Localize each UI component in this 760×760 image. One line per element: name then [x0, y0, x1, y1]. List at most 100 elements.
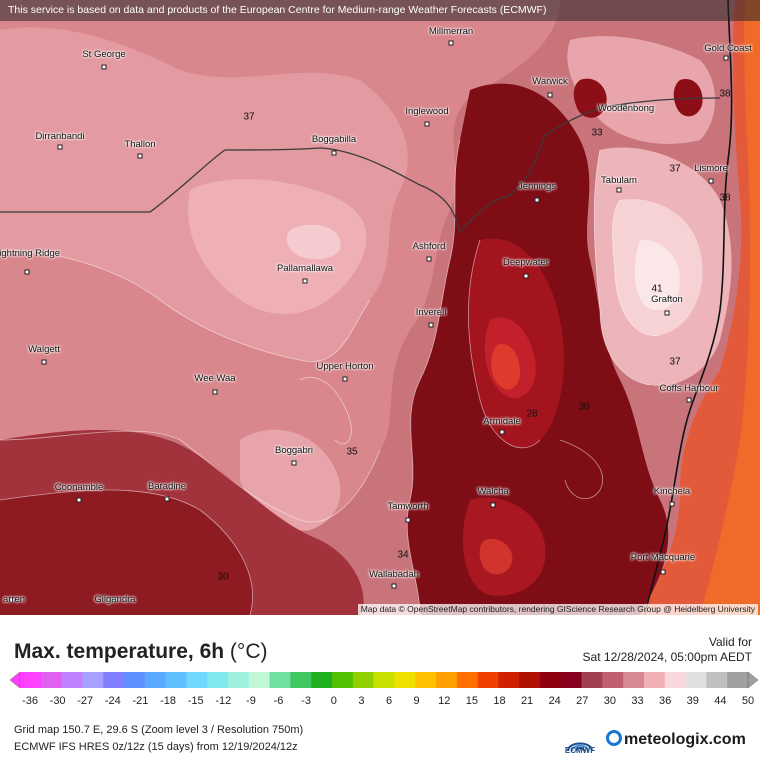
weather-map[interactable]: Millmerran St George Gold Coast Warwick Wood…	[0, 0, 760, 615]
legend-swatch	[415, 672, 437, 688]
place-marker[interactable]	[669, 501, 675, 507]
place-marker[interactable]	[24, 269, 30, 275]
legend-tick: 36	[659, 695, 672, 707]
legend-ticks: -36 -30 -27 -24 -21 -18 -15 -12 -9 -6 -3 0 3 6 9 12 15 18…	[0, 695, 760, 709]
place-label: Millmerran	[428, 26, 474, 37]
place-marker[interactable]	[686, 397, 692, 403]
place-label: Wee Waa	[194, 373, 236, 384]
place-label: Grafton	[651, 294, 683, 305]
place-marker[interactable]	[331, 150, 337, 156]
legend-tick: 12	[438, 695, 451, 707]
legend-min-arrow	[10, 671, 21, 689]
legend-swatch	[207, 672, 229, 688]
contour-label: 35	[346, 446, 358, 458]
place-marker[interactable]	[708, 178, 714, 184]
place-marker[interactable]	[391, 583, 397, 589]
place-label: Jennings	[517, 181, 557, 192]
place-label: Kinchela	[653, 486, 691, 497]
place-label: Walcha	[477, 486, 509, 497]
model-info: ECMWF IFS HRES 0z/12z (15 days) from 12/…	[14, 741, 298, 753]
place-label: Upper Horton	[316, 361, 374, 372]
legend-tick: 6	[385, 695, 393, 707]
place-marker[interactable]	[490, 502, 496, 508]
legend-tick: -30	[49, 695, 66, 707]
place-marker[interactable]	[302, 278, 308, 284]
map-attribution[interactable]: Map data © OpenStreetMap contributors, r…	[357, 604, 758, 615]
place-label: Armidale	[483, 416, 521, 427]
ecmwf-notice: This service is based on data and produc…	[0, 0, 760, 21]
place-marker[interactable]	[137, 153, 143, 159]
contour-label: 41	[651, 283, 663, 295]
contour-label: 37	[669, 163, 681, 175]
place-marker[interactable]	[426, 256, 432, 262]
contour-label: 38	[719, 192, 731, 204]
place-marker[interactable]	[41, 359, 47, 365]
place-marker[interactable]	[660, 569, 666, 575]
legend-tick: -24	[104, 695, 121, 707]
legend-tick: 18	[493, 695, 506, 707]
ecmwf-logo-text: ECMWF	[564, 746, 596, 755]
grid-info: Grid map 150.7 E, 29.6 S (Zoom level 3 /…	[14, 724, 304, 736]
legend-swatch	[103, 672, 125, 688]
legend-swatch	[332, 672, 354, 688]
place-marker[interactable]	[448, 40, 454, 46]
legend-swatch	[519, 672, 541, 688]
place-marker[interactable]	[523, 273, 529, 279]
legend-tick: 30	[603, 695, 617, 707]
legend-tick: 44	[714, 695, 727, 707]
legend-swatch	[124, 672, 146, 688]
place-marker[interactable]	[616, 187, 622, 193]
legend-tick: -36	[22, 695, 38, 707]
place-marker[interactable]	[664, 310, 670, 316]
place-marker[interactable]	[405, 517, 411, 523]
place-marker[interactable]	[164, 496, 170, 502]
legend-swatch	[623, 672, 645, 688]
place-marker[interactable]	[291, 460, 297, 466]
title-text: Max. temperature, 6h	[14, 640, 225, 663]
place-marker[interactable]	[499, 429, 505, 435]
place-label: Wallabadah	[369, 569, 419, 580]
legend-swatch	[144, 672, 166, 688]
legend-tick: 33	[631, 695, 644, 707]
legend-swatch	[664, 672, 686, 688]
place-marker[interactable]	[621, 104, 627, 110]
contour-label: 28	[526, 408, 538, 420]
place-marker[interactable]	[723, 55, 729, 61]
legend-tick: -21	[132, 695, 149, 707]
place-label: Boggabri	[274, 445, 314, 456]
legend-tick: -3	[301, 695, 312, 707]
place-marker[interactable]	[112, 597, 118, 603]
place-label: Lightning Ridge	[0, 248, 61, 259]
place-marker[interactable]	[9, 597, 15, 603]
place-label: Thallon	[124, 139, 156, 150]
place-marker[interactable]	[428, 322, 434, 328]
temperature-color-scale	[10, 671, 758, 689]
legend-swatch	[165, 672, 187, 688]
place-marker[interactable]	[212, 389, 218, 395]
legend-tick: 50	[741, 695, 755, 707]
place-marker[interactable]	[342, 376, 348, 382]
legend-swatch	[186, 672, 208, 688]
place-marker[interactable]	[424, 121, 430, 127]
legend-swatch	[685, 672, 707, 688]
place-marker[interactable]	[101, 64, 107, 70]
place-marker[interactable]	[76, 497, 82, 503]
legend-swatch	[311, 672, 333, 688]
place-marker[interactable]	[534, 197, 540, 203]
place-marker[interactable]	[547, 92, 553, 98]
legend-swatch	[560, 672, 582, 688]
legend-swatch	[269, 672, 291, 688]
place-marker[interactable]	[57, 144, 63, 150]
legend-swatch	[228, 672, 250, 688]
meteologix-logo[interactable]: meteologix.com	[606, 730, 746, 750]
temperature-field	[0, 0, 760, 615]
legend-swatch	[727, 672, 749, 688]
place-label: Coffs Harbour	[659, 383, 719, 394]
legend-swatch	[61, 672, 83, 688]
valid-time-block: Valid for Sat 12/28/2024, 05:00pm AEDT	[583, 635, 752, 665]
legend-tick: 0	[330, 695, 337, 707]
valid-label: Valid for	[708, 635, 752, 649]
legend-swatch	[40, 672, 62, 688]
legend-swatch	[477, 672, 499, 688]
legend-swatch	[644, 672, 666, 688]
